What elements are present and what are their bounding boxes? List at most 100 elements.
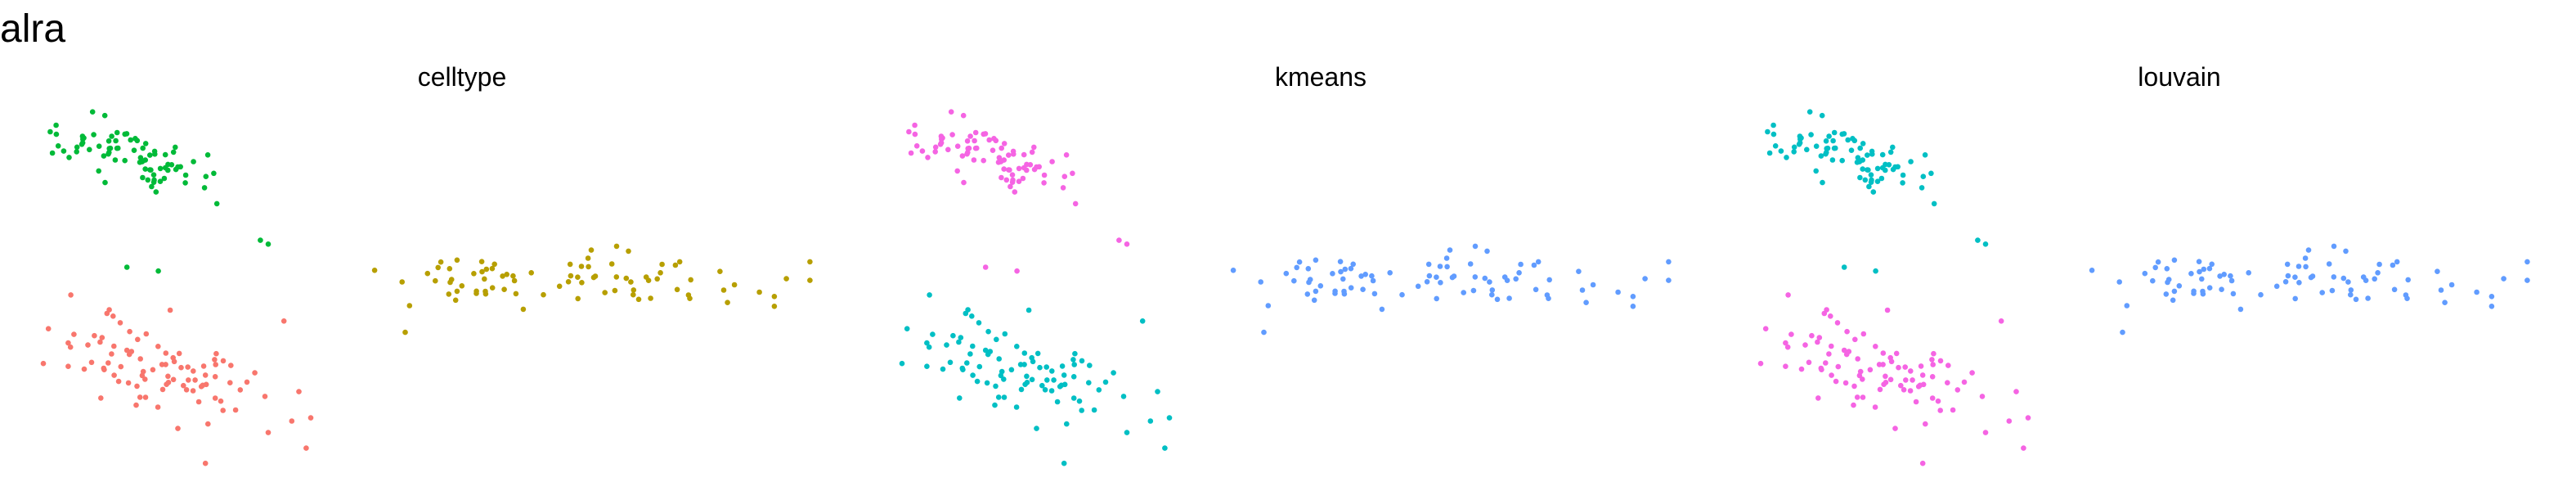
scatter-point: [1261, 329, 1267, 336]
scatter-point: [1883, 373, 1888, 380]
scatter-point: [471, 271, 477, 277]
scatter-point: [585, 255, 591, 261]
scatter-point: [107, 145, 114, 151]
scatter-point: [2524, 259, 2530, 265]
scatter-point: [218, 398, 224, 404]
scatter-point: [1873, 344, 1878, 349]
scatter-point: [183, 387, 190, 393]
scatter-point: [448, 277, 455, 282]
scatter-point: [1937, 408, 1943, 413]
scatter-point: [1116, 237, 1122, 243]
scatter-point: [1304, 291, 1311, 297]
scatter-point: [1961, 379, 1968, 385]
scatter-point: [1036, 164, 1042, 170]
scatter-point: [2165, 277, 2172, 282]
scatter-point: [1802, 342, 1808, 348]
scatter-point: [1472, 274, 1479, 280]
scatter-point: [2228, 277, 2235, 284]
scatter-point: [454, 288, 460, 295]
scatter-point: [1027, 162, 1034, 168]
scatter-point: [202, 460, 209, 466]
scatter-point: [984, 380, 990, 386]
scatter-point: [96, 143, 102, 149]
scatter-point: [175, 426, 181, 431]
scatter-point: [954, 168, 960, 174]
scatter-point: [96, 168, 101, 174]
scatter-point: [176, 350, 182, 357]
scatter-point: [1819, 112, 1825, 119]
scatter-point: [227, 380, 233, 386]
scatter-point: [1305, 266, 1312, 272]
scatter-point: [151, 148, 158, 155]
scatter-point: [626, 248, 631, 255]
scatter-point: [1893, 350, 1900, 357]
scatter-point: [612, 287, 618, 294]
scatter-point: [55, 143, 61, 149]
scatter-point: [117, 320, 123, 326]
scatter-point: [1294, 264, 1299, 271]
scatter-point: [913, 143, 920, 149]
scatter-point: [2188, 271, 2194, 277]
scatter-point: [211, 170, 217, 177]
scatter-point: [2363, 277, 2369, 284]
scatter-point: [2209, 261, 2215, 268]
scatter-point: [1258, 279, 1263, 285]
scatter-point: [1821, 310, 1828, 317]
scatter-point: [2221, 272, 2227, 277]
scatter-point: [2302, 255, 2309, 261]
scatter-point: [1546, 295, 1551, 302]
scatter-point: [1064, 421, 1070, 427]
scatter-point: [1784, 155, 1789, 160]
scatter-point: [135, 336, 141, 343]
scatter-point: [1348, 285, 1354, 291]
scatter-point: [1494, 296, 1501, 303]
scatter-point: [165, 167, 171, 173]
scatter-point: [49, 150, 56, 156]
scatter-point: [2237, 306, 2244, 313]
scatter-point: [1531, 262, 1537, 268]
scatter-point: [1041, 172, 1048, 178]
scatter-point: [654, 276, 660, 282]
scatter-point: [974, 378, 981, 385]
scatter-point: [1147, 418, 1154, 424]
scatter-point: [659, 261, 665, 268]
scatter-point: [1818, 153, 1824, 159]
scatter-point: [945, 146, 951, 153]
scatter-point: [949, 132, 955, 137]
scatter-point: [1010, 148, 1016, 155]
scatter-point: [987, 349, 994, 354]
scatter-point: [1487, 279, 1492, 285]
scatter-point: [1061, 173, 1068, 179]
scatter-point: [168, 162, 175, 168]
scatter-point: [101, 153, 107, 159]
scatter-point: [1051, 377, 1057, 383]
scatter-point: [153, 189, 159, 195]
scatter-point: [937, 142, 944, 147]
scatter-point: [1042, 387, 1048, 393]
scatter-point: [2345, 279, 2351, 285]
scatter-point: [2124, 303, 2130, 309]
scatter-point: [1060, 185, 1066, 191]
scatter-point: [159, 386, 166, 393]
scatter-point: [190, 388, 196, 394]
scatter-point: [2405, 277, 2411, 283]
scatter-point: [1765, 128, 1770, 135]
scatter-point: [1877, 386, 1883, 393]
scatter-point: [482, 291, 489, 297]
scatter-point: [1415, 283, 1421, 290]
scatter-point: [105, 138, 112, 144]
scatter-point: [1824, 145, 1831, 151]
scatter-point: [954, 143, 961, 149]
scatter-point: [1854, 394, 1860, 400]
scatter-point: [2199, 276, 2205, 282]
scatter-point: [2303, 264, 2309, 270]
scatter-point: [2305, 247, 2312, 253]
scatter-point: [134, 383, 140, 390]
scatter-point: [964, 138, 971, 144]
scatter-point: [1857, 174, 1863, 181]
scatter-point: [191, 159, 196, 164]
scatter-point: [2376, 261, 2382, 268]
scatter-point: [2296, 280, 2302, 286]
scatter-point: [1848, 147, 1855, 153]
scatter-point: [61, 148, 67, 154]
